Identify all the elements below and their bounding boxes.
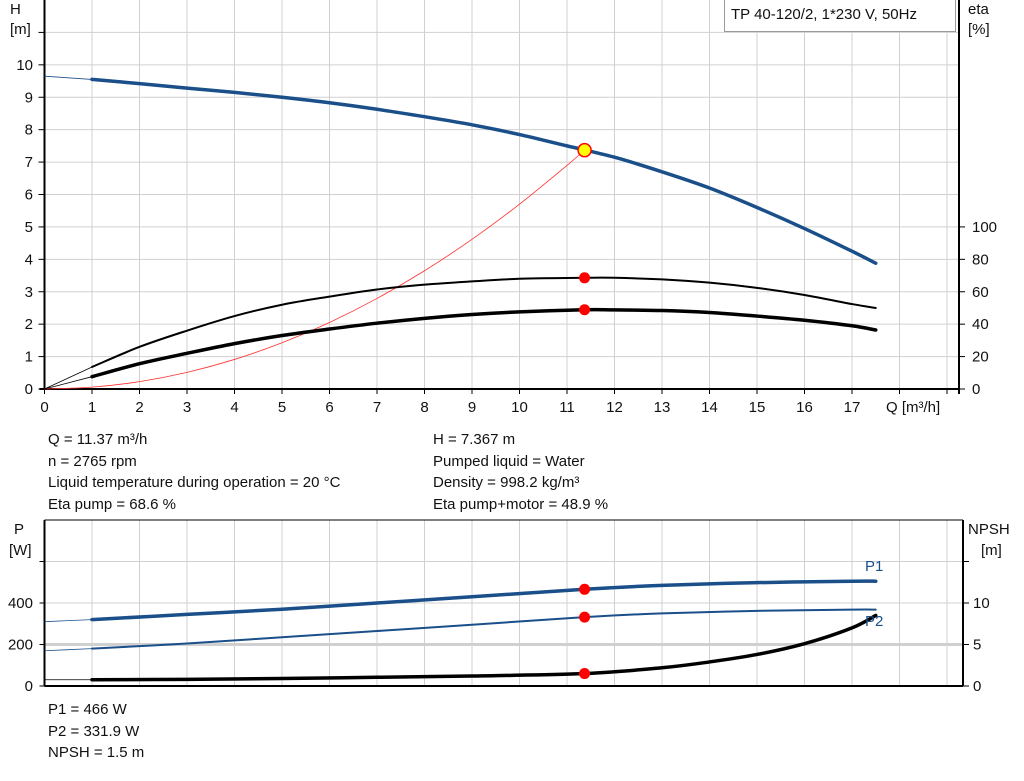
head-chart-grid: 0 1 2 3 4 5 6 7 8 9 10 11 12 13 14 15 16 1701234567891002… [16,0,997,416]
info-eta-pump-motor: Eta pump+motor = 48.9 % [433,495,609,513]
y-tick-label: 6 [25,187,33,204]
eta-pump-motor-extension [44,376,93,390]
y-tick-label: 4 [25,251,33,268]
y-tick-label: 3 [25,284,33,301]
eta-pump-motor-curve [90,307,878,379]
x-tick-label: 14 [701,399,718,416]
system-curve [44,149,585,390]
duty-point-eta-pump-motor [579,304,591,316]
y-tick-label: 7 [25,154,33,171]
y2-axis-unit-eta: [%] [968,21,990,38]
y2-tick-label: 5 [973,637,981,654]
y-tick-label: 1 [25,349,33,366]
x-tick-label: 8 [420,399,428,416]
y-tick-label: 0 [25,381,33,398]
y-tick-label: 0 [25,678,33,695]
info-speed: n = 2765 rpm [48,452,137,470]
info-temperature: Liquid temperature during operation = 20… [48,474,341,491]
power-info: P1 = 466 W P2 = 331.9 W NPSH = 1.5 m [48,699,144,764]
head-curve [90,77,878,265]
y-axis-unit-H: [m] [10,21,31,38]
info-eta-pump: Eta pump = 68.6 % [48,495,176,513]
x-tick-label: 9 [468,399,476,416]
p1-curve [90,579,878,622]
duty-point-p2 [579,611,591,623]
info-liquid: Pumped liquid = Water [433,452,585,470]
y2-tick-label: 20 [972,349,989,366]
axis-labels: H [m] eta [%] Q [m³/h] P [W] NPSH [m] P1… [9,1,1010,630]
y-tick-label: 8 [25,122,33,139]
y2-tick-label: 60 [972,284,989,301]
info-npsh: NPSH = 1.5 m [48,744,145,761]
duty-point-npsh [579,668,591,680]
x-axis-label-Q: Q [m³/h] [886,399,940,416]
y2-tick-label: 0 [973,678,981,695]
x-tick-label: 2 [135,399,143,416]
y-tick-label: 5 [25,219,33,236]
y2-tick-label: 100 [972,219,997,236]
y2-tick-label: 0 [972,381,980,398]
x-tick-label: 7 [373,399,381,416]
y2-axis-label-eta: eta [968,1,990,18]
y2-tick-label: 10 [973,595,990,612]
x-tick-label: 1 [88,399,96,416]
x-tick-label: 0 [40,399,48,416]
y-tick-label: 9 [25,89,33,106]
x-tick-label: 10 [511,399,528,416]
y-tick-label: 400 [8,595,33,612]
x-tick-label: 12 [606,399,623,416]
x-tick-label: 15 [749,399,766,416]
x-tick-label: 17 [844,399,861,416]
info-density: Density = 998.2 kg/m³ [433,474,580,491]
y2-axis-unit-NPSH: [m] [981,542,1002,559]
y2-tick-label: 40 [972,316,989,333]
series-label-P1: P1 [865,558,883,575]
eta-pump-curve [91,276,877,368]
x-tick-label: 3 [183,399,191,416]
x-tick-label: 6 [325,399,333,416]
info-flow: Q = 11.37 m³/h [48,431,148,448]
info-p1: P1 = 466 W [48,701,127,718]
power-chart-grid: 0 200 400 0 5 10 [8,519,990,695]
info-head: H = 7.367 m [433,431,516,448]
series-label-P2: P2 [865,613,883,630]
duty-point-markers [577,142,592,680]
x-tick-label: 5 [278,399,286,416]
p1-extension [44,619,93,623]
y2-axis-label-NPSH: NPSH [968,521,1010,538]
y2-tick-label: 80 [972,251,989,268]
x-tick-label: 4 [230,399,238,416]
duty-point-eta-pump [579,272,591,284]
x-tick-label: 16 [796,399,813,416]
x-tick-label: 11 [559,399,575,416]
p2-extension [44,648,93,652]
curves [44,75,878,682]
y-axis-unit-P: [W] [9,542,32,559]
pump-title: TP 40-120/2, 1*230 V, 50Hz [724,0,956,32]
y-axis-label-H: H [10,1,21,18]
info-p2: P2 = 331.9 W [48,722,140,740]
duty-point-p1 [579,583,591,595]
duty-point-head [577,142,592,158]
y-tick-label: 200 [8,637,33,654]
p2-curve [91,608,877,650]
duty-info-left: Q = 11.37 m³/h n = 2765 rpm Liquid tempe… [48,429,340,515]
y-tick-label: 10 [16,57,33,74]
head-extension [44,75,93,80]
duty-info-right: H = 7.367 m Pumped liquid = Water Densit… [433,429,608,515]
x-tick-label: 13 [654,399,671,416]
y-tick-label: 2 [25,316,33,333]
npsh-curve [90,613,878,682]
eta-pump-extension [44,366,93,390]
y-axis-label-P: P [14,521,24,538]
